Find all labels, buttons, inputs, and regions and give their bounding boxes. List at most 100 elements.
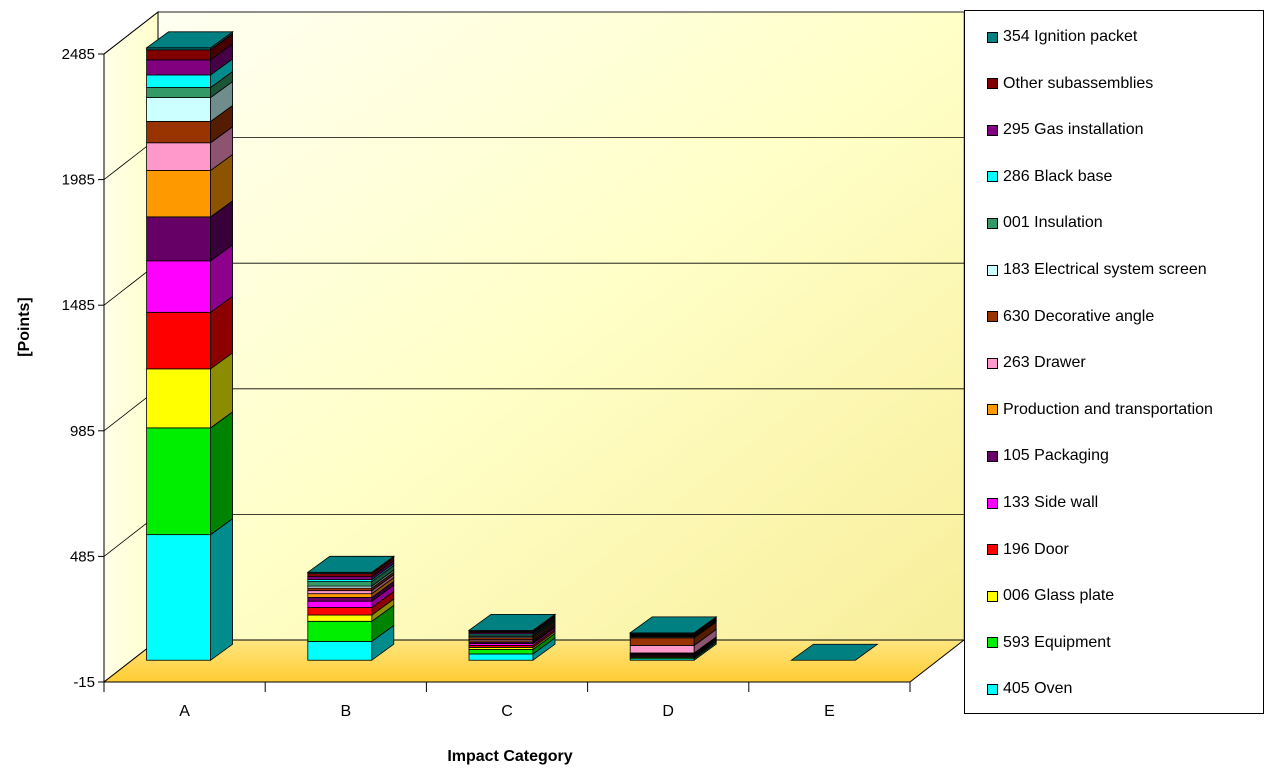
legend-item: 105 Packaging: [965, 446, 1109, 466]
bar-top: [467, 613, 557, 631]
legend-label: 105 Packaging: [1003, 447, 1109, 465]
legend-swatch: [987, 78, 998, 90]
legend-swatch: [987, 544, 998, 556]
legend-swatch: [987, 311, 998, 323]
bar-segment: [146, 49, 212, 61]
legend-swatch: [987, 450, 998, 462]
bar-segment: [146, 87, 212, 98]
legend-swatch: [987, 497, 998, 509]
legend-item: 263 Drawer: [965, 353, 1086, 373]
bar-segment: [146, 74, 212, 88]
bar-segment-side: [210, 517, 234, 662]
y-tick-label: -15: [73, 674, 95, 691]
bar-segment: [146, 59, 212, 76]
bar-segment: [146, 216, 212, 262]
bar-segment: [146, 427, 212, 536]
legend-item: 354 Ignition packet: [965, 27, 1137, 47]
legend-item: 196 Door: [965, 540, 1069, 560]
legend-label: 295 Gas installation: [1003, 121, 1144, 139]
legend-label: 630 Decorative angle: [1003, 307, 1155, 325]
bar-stack-B: [306, 555, 396, 662]
legend-label: 133 Side wall: [1003, 494, 1099, 511]
legend-item: 133 Side wall: [965, 493, 1098, 513]
bar-segment: [307, 576, 373, 580]
bar-segment: [307, 573, 373, 577]
y-tick-label: 485: [70, 548, 95, 565]
x-tick-label: E: [824, 703, 835, 720]
legend-item: 183 Electrical system screen: [965, 260, 1207, 280]
bar-segment: [307, 607, 373, 616]
legend-swatch: [987, 590, 998, 602]
chart-walls: [102, 10, 966, 684]
legend-swatch: [987, 357, 998, 369]
legend-item: Production and transportation: [965, 400, 1213, 420]
bars: [145, 31, 879, 662]
bar-segment: [307, 590, 373, 595]
legend-item: 405 Oven: [965, 679, 1072, 699]
bar-segment: [629, 645, 695, 654]
legend-swatch: [987, 31, 998, 43]
legend-item: 286 Black base: [965, 167, 1112, 187]
legend-label: 354 Ignition packet: [1003, 28, 1138, 45]
bar-stack-A: [145, 31, 234, 662]
bar-segment: [468, 653, 534, 661]
legend-swatch: [987, 264, 998, 276]
legend-item: 001 Insulation: [965, 213, 1103, 233]
legend-label: 006 Glass plate: [1003, 587, 1115, 605]
legend-label: 405 Oven: [1003, 680, 1073, 698]
bar-segment: [307, 597, 373, 602]
legend-label: 183 Electrical system screen: [1003, 261, 1207, 278]
bar-top: [306, 555, 396, 573]
legend-label: 001 Insulation: [1003, 214, 1103, 232]
bar-segment: [146, 311, 212, 370]
bar-segment: [307, 600, 373, 608]
legend-swatch: [987, 124, 998, 136]
x-tick-label: B: [340, 703, 351, 720]
bar-segment: [146, 260, 212, 313]
y-axis-label: [Points]: [16, 297, 33, 357]
bar-stack-C: [467, 613, 557, 662]
legend-label: Other subassemblies: [1003, 74, 1154, 92]
x-tick-label: C: [501, 703, 513, 720]
bar-segment: [307, 640, 373, 661]
tick-labels: 2485 1985 1485 985 485 -15 A B C D E: [62, 46, 835, 720]
bar-top: [790, 643, 879, 661]
bar-segment: [307, 581, 373, 587]
y-tick-label: 2485: [62, 46, 95, 63]
legend-item: 295 Gas installation: [965, 120, 1144, 140]
legend-swatch: [987, 404, 998, 416]
back-wall: [157, 11, 965, 641]
bar-segment: [307, 614, 373, 622]
bar-segment: [307, 620, 373, 642]
x-tick-label: D: [662, 703, 674, 720]
legend-swatch: [987, 637, 998, 649]
legend-item: 006 Glass plate: [965, 586, 1114, 606]
legend-swatch: [987, 683, 998, 695]
legend-label: 196 Door: [1003, 540, 1069, 558]
bar-segment-side: [210, 411, 234, 536]
x-axis-label: Impact Category: [447, 748, 573, 765]
axes: [98, 53, 911, 692]
legend-label: Production and transportation: [1003, 400, 1213, 418]
legend-label: 286 Black base: [1003, 167, 1113, 185]
bar-segment: [146, 97, 212, 122]
legend-item: Other subassemblies: [965, 74, 1153, 94]
legend-label: 263 Drawer: [1003, 354, 1086, 372]
legend: 354 Ignition packet Other subassemblies 29…: [964, 10, 1264, 714]
bar-segment: [468, 649, 534, 655]
bar-segment: [146, 534, 212, 661]
y-tick-label: 1985: [62, 172, 95, 189]
bar-segment: [146, 169, 212, 218]
x-tick-label: A: [179, 703, 190, 720]
bar-segment: [146, 368, 212, 429]
bar-segment: [146, 142, 212, 171]
y-tick-label: 1485: [62, 297, 95, 314]
bar-segment: [146, 121, 212, 144]
bar-segment: [307, 593, 373, 598]
bar-stack-E: [790, 643, 879, 661]
bar-top: [145, 31, 234, 49]
legend-item: 630 Decorative angle: [965, 307, 1154, 327]
y-tick-label: 985: [70, 423, 95, 440]
legend-label: 593 Equipment: [1003, 633, 1111, 651]
